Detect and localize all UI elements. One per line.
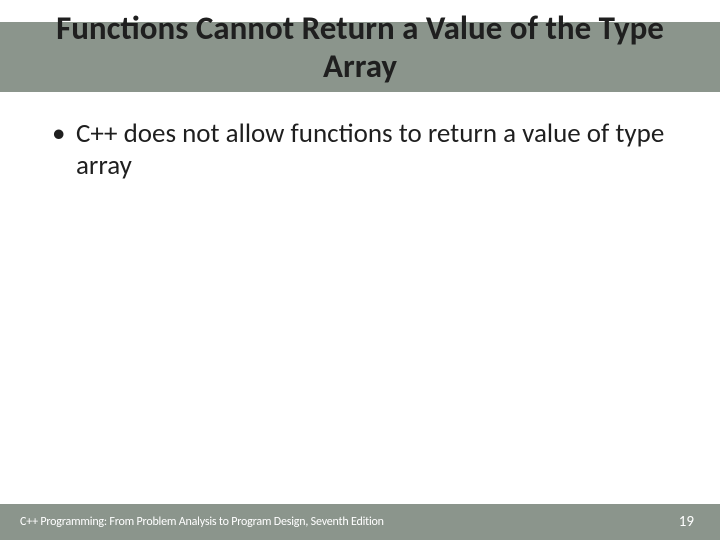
slide-footer: C++ Programming: From Problem Analysis t… (0, 504, 720, 540)
page-number: 19 (679, 513, 694, 531)
title-band: Functions Cannot Return a Value of the T… (0, 0, 720, 100)
bullet-list: C++ does not allow functions to return a… (52, 118, 680, 183)
bullet-item: C++ does not allow functions to return a… (52, 118, 680, 183)
footer-text: C++ Programming: From Problem Analysis t… (20, 515, 384, 529)
slide-title: Functions Cannot Return a Value of the T… (0, 0, 720, 100)
slide-body: C++ does not allow functions to return a… (0, 100, 720, 183)
